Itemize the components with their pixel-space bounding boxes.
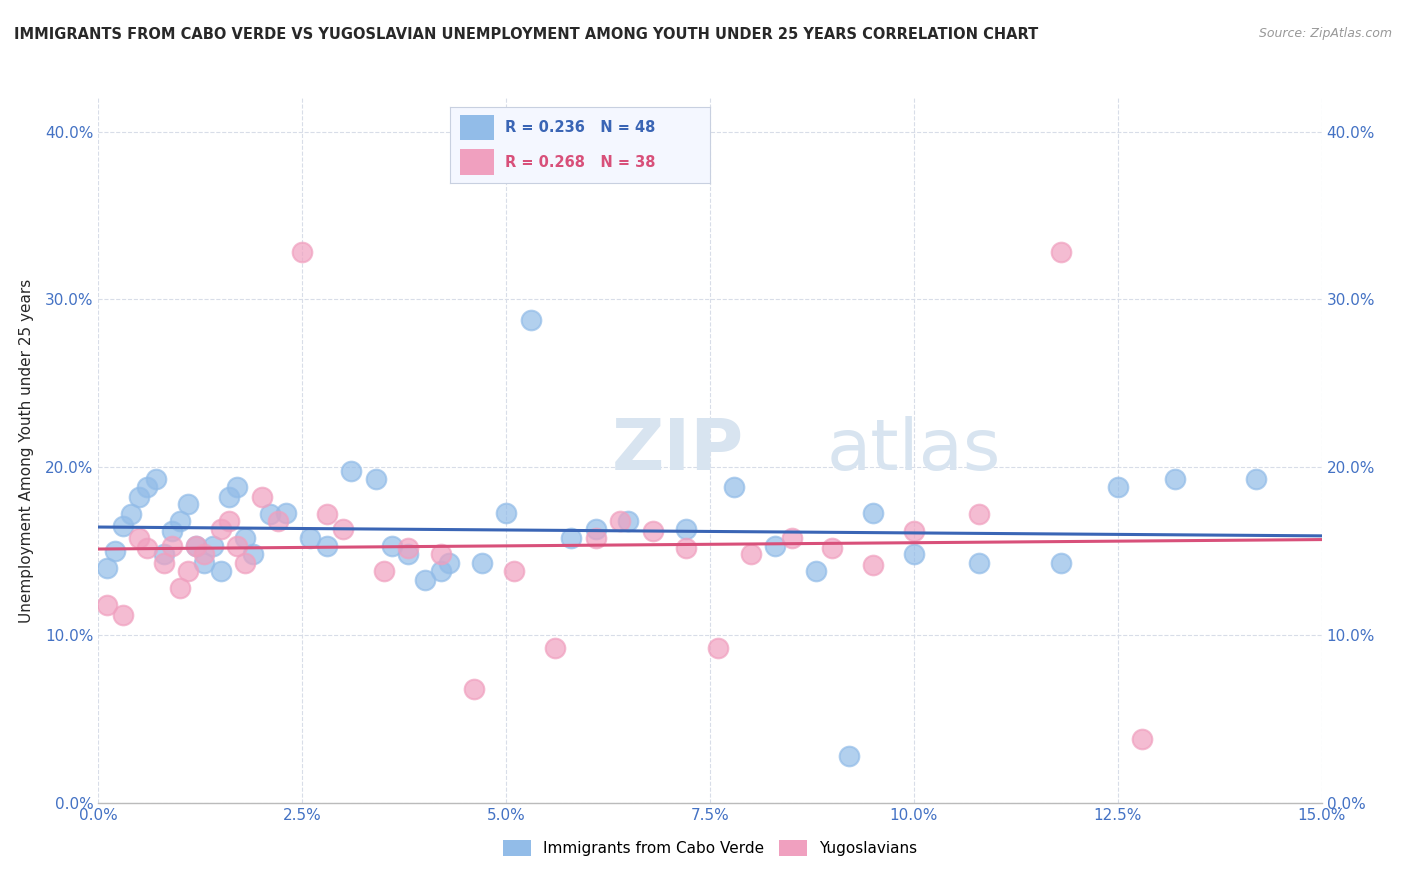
Point bbox=[136, 480, 159, 494]
Point bbox=[274, 506, 297, 520]
Point bbox=[193, 556, 215, 570]
Point bbox=[862, 558, 884, 572]
Point bbox=[396, 548, 419, 562]
Point bbox=[675, 541, 697, 555]
Legend: Immigrants from Cabo Verde, Yugoslavians: Immigrants from Cabo Verde, Yugoslavians bbox=[496, 834, 924, 862]
Point bbox=[96, 598, 118, 612]
Point bbox=[209, 564, 232, 578]
Text: atlas: atlas bbox=[827, 416, 1001, 485]
Point bbox=[111, 519, 134, 533]
Point bbox=[201, 539, 224, 553]
Point bbox=[1049, 556, 1071, 570]
Point bbox=[340, 464, 363, 478]
Point bbox=[560, 531, 582, 545]
Point bbox=[169, 514, 191, 528]
Text: R = 0.236   N = 48: R = 0.236 N = 48 bbox=[505, 120, 655, 135]
Point bbox=[291, 245, 314, 260]
Point bbox=[169, 581, 191, 595]
Point bbox=[267, 514, 290, 528]
Point bbox=[804, 564, 827, 578]
Point bbox=[723, 480, 745, 494]
Point bbox=[193, 548, 215, 562]
Point bbox=[259, 507, 281, 521]
Point bbox=[740, 548, 762, 562]
Point bbox=[209, 522, 232, 536]
Point bbox=[1107, 480, 1129, 494]
Text: Source: ZipAtlas.com: Source: ZipAtlas.com bbox=[1258, 27, 1392, 40]
Point bbox=[544, 641, 567, 656]
Point bbox=[136, 541, 159, 555]
Point bbox=[609, 514, 631, 528]
Point bbox=[641, 524, 664, 538]
Bar bbox=[460, 114, 494, 140]
Point bbox=[177, 564, 200, 578]
Point bbox=[1049, 245, 1071, 260]
Bar bbox=[460, 150, 494, 175]
Point bbox=[332, 522, 354, 536]
Point bbox=[396, 541, 419, 555]
Point bbox=[111, 607, 134, 622]
Point bbox=[152, 556, 174, 570]
Point bbox=[617, 514, 640, 528]
Point bbox=[780, 531, 803, 545]
Point bbox=[495, 506, 517, 520]
Point bbox=[967, 556, 990, 570]
Text: R = 0.268   N = 38: R = 0.268 N = 38 bbox=[505, 155, 655, 169]
Point bbox=[430, 548, 453, 562]
Point bbox=[707, 641, 730, 656]
Point bbox=[519, 312, 541, 326]
Point bbox=[903, 548, 925, 562]
Point bbox=[160, 524, 183, 538]
Point bbox=[585, 531, 607, 545]
Point bbox=[413, 573, 436, 587]
Point bbox=[862, 506, 884, 520]
Point bbox=[675, 522, 697, 536]
Point bbox=[471, 556, 494, 570]
Point bbox=[838, 748, 860, 763]
Point bbox=[104, 544, 127, 558]
Point bbox=[160, 539, 183, 553]
Point bbox=[1246, 472, 1268, 486]
Point bbox=[145, 472, 167, 486]
Point bbox=[430, 564, 453, 578]
Point bbox=[315, 507, 337, 521]
Point bbox=[437, 556, 460, 570]
Point bbox=[967, 507, 990, 521]
Point bbox=[128, 491, 150, 505]
Point bbox=[233, 531, 256, 545]
Point bbox=[152, 548, 174, 562]
Point bbox=[381, 539, 404, 553]
Point bbox=[763, 539, 786, 553]
Point bbox=[218, 491, 240, 505]
Point bbox=[903, 524, 925, 538]
Point bbox=[463, 681, 485, 696]
Point bbox=[226, 539, 249, 553]
Point bbox=[821, 541, 844, 555]
Point bbox=[1130, 732, 1153, 747]
Point bbox=[1164, 472, 1187, 486]
Point bbox=[218, 514, 240, 528]
Point bbox=[226, 480, 249, 494]
Text: ZIP: ZIP bbox=[612, 416, 744, 485]
Point bbox=[585, 522, 607, 536]
Point bbox=[186, 539, 208, 553]
Point bbox=[96, 561, 118, 575]
Point bbox=[242, 548, 264, 562]
Point bbox=[233, 556, 256, 570]
Point bbox=[503, 564, 526, 578]
Point bbox=[177, 497, 200, 511]
Point bbox=[299, 531, 322, 545]
Point bbox=[186, 539, 208, 553]
Y-axis label: Unemployment Among Youth under 25 years: Unemployment Among Youth under 25 years bbox=[18, 278, 34, 623]
Point bbox=[315, 539, 337, 553]
Point bbox=[120, 507, 142, 521]
Text: IMMIGRANTS FROM CABO VERDE VS YUGOSLAVIAN UNEMPLOYMENT AMONG YOUTH UNDER 25 YEAR: IMMIGRANTS FROM CABO VERDE VS YUGOSLAVIA… bbox=[14, 27, 1038, 42]
Point bbox=[250, 491, 273, 505]
Point bbox=[364, 472, 387, 486]
Point bbox=[128, 531, 150, 545]
Point bbox=[373, 564, 395, 578]
